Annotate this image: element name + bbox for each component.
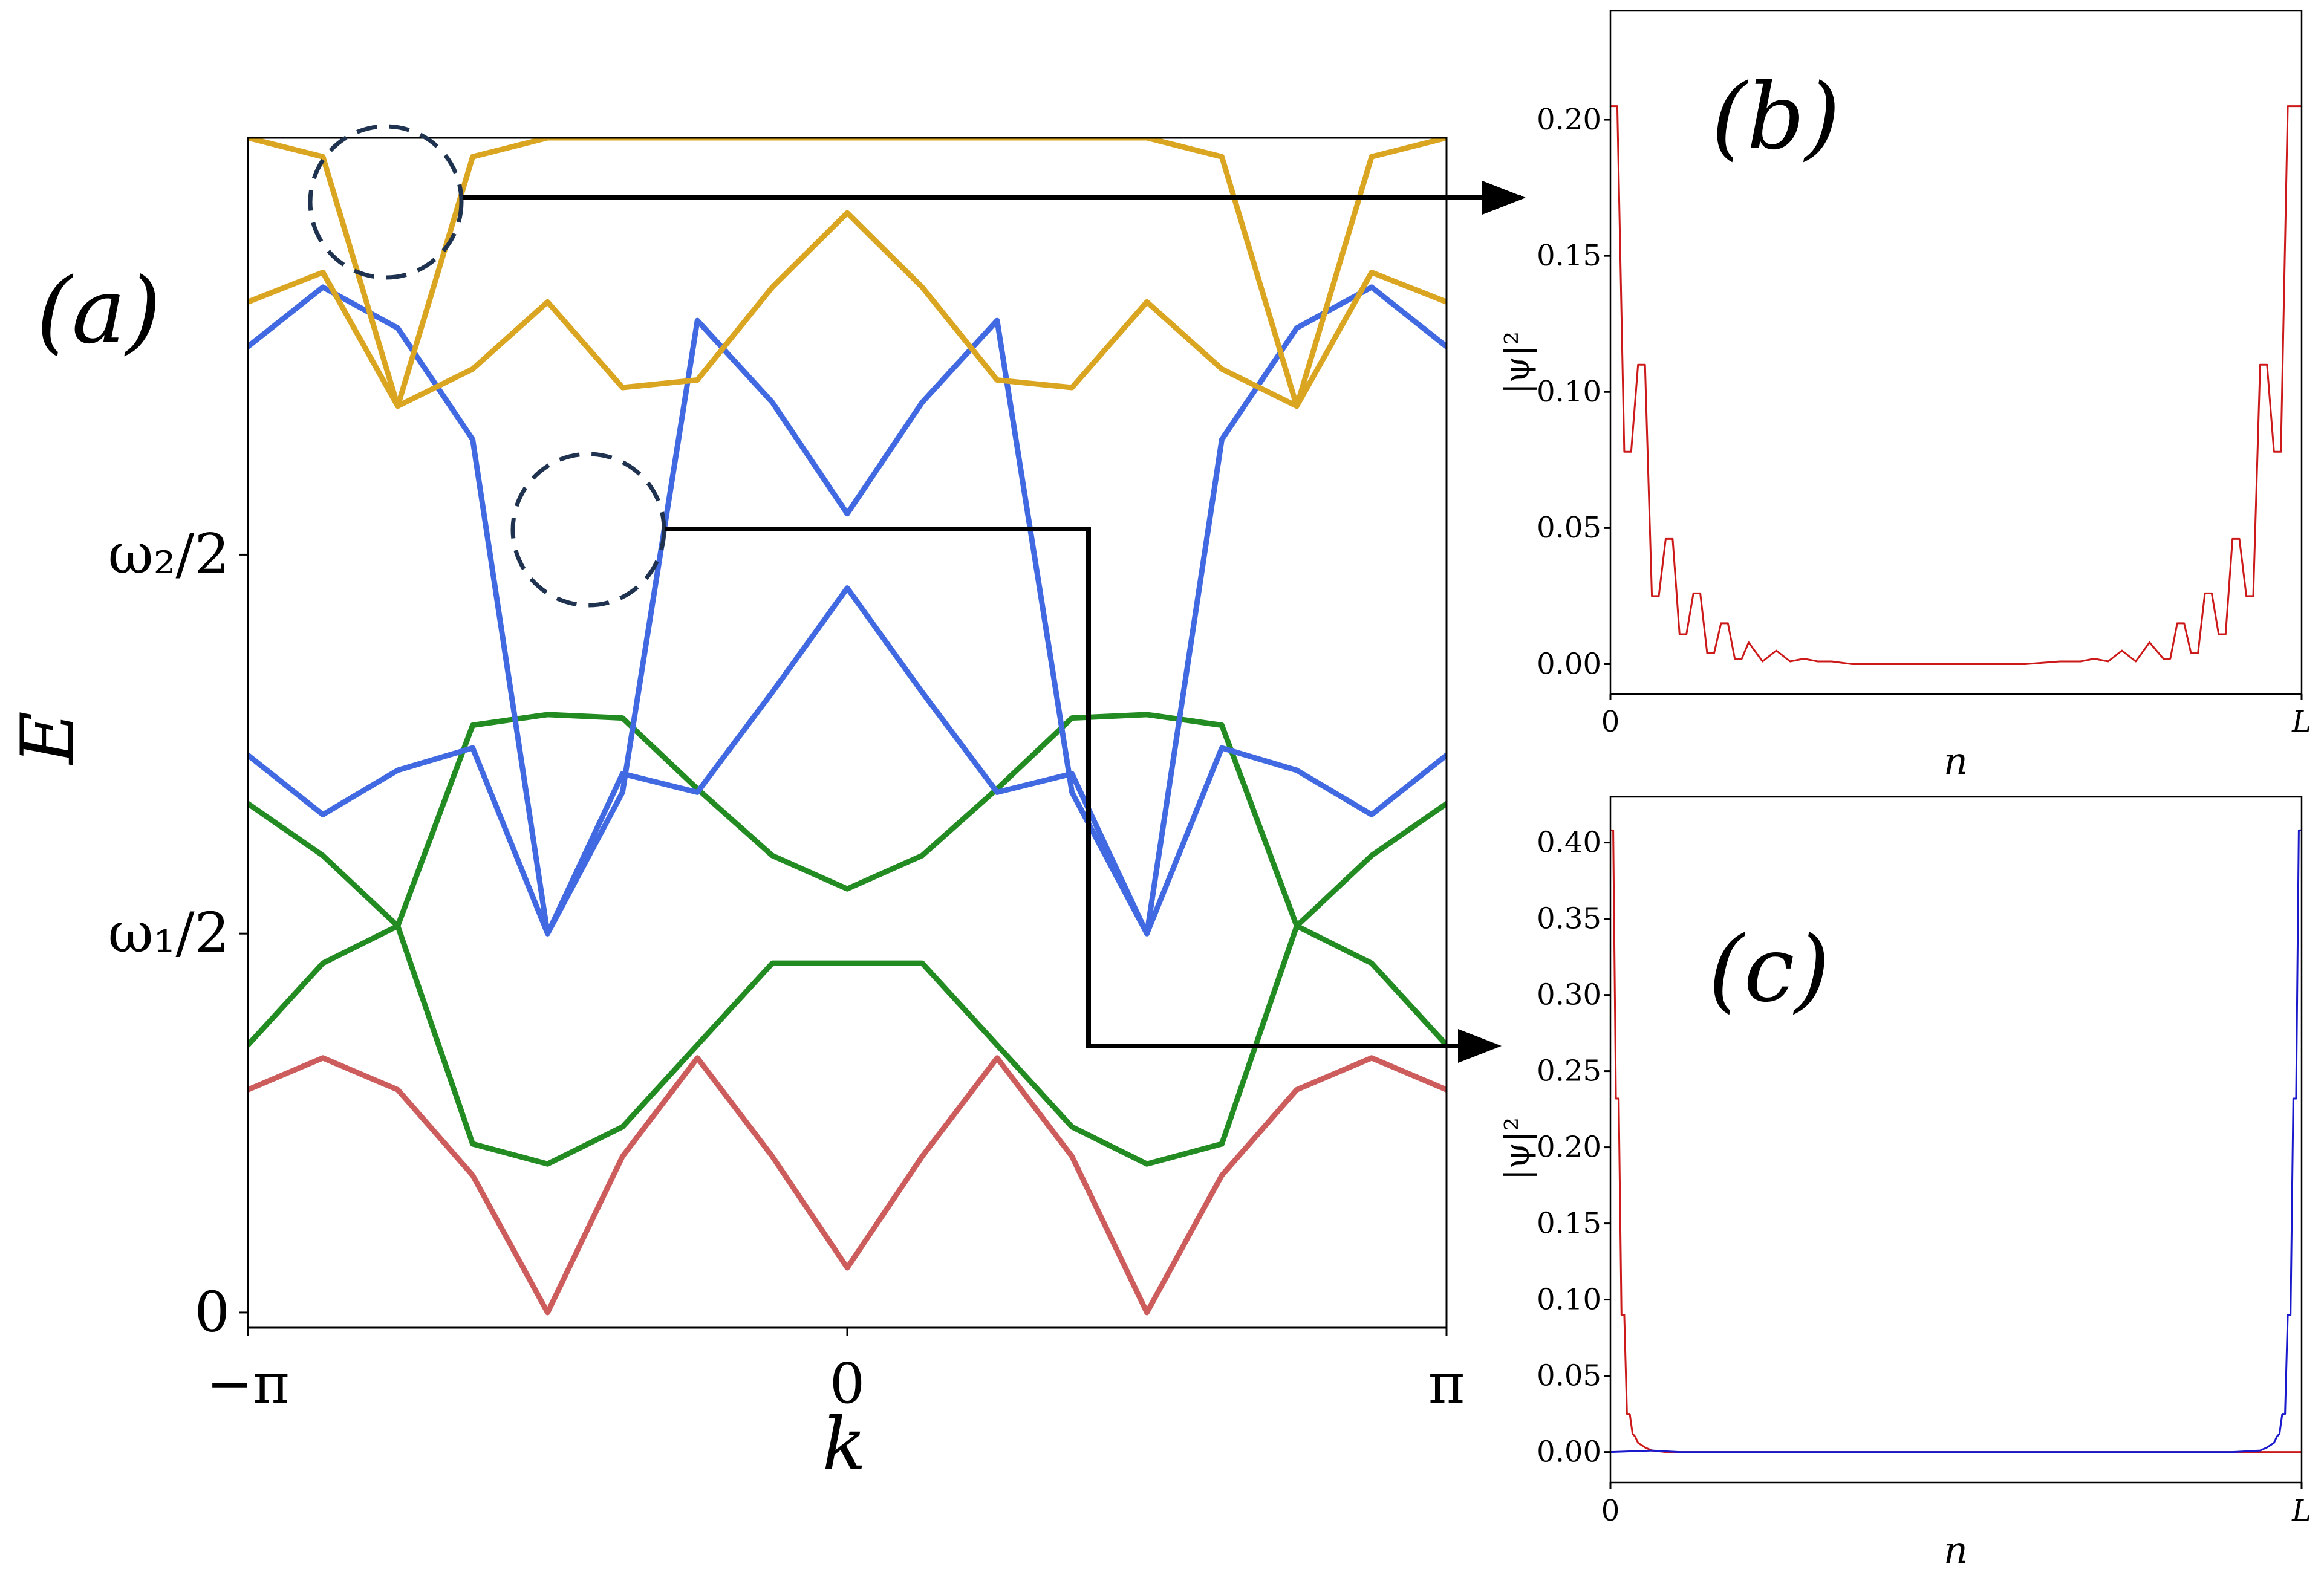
series-line-a-1 <box>248 923 1447 1167</box>
ytick-label-b-3: 0.15 <box>1537 239 1601 273</box>
panel-a-ylabel: E <box>6 711 90 765</box>
ytick-label-a-1: ω₁/2 <box>108 901 230 966</box>
ytick-label-c-0: 0.00 <box>1537 1435 1601 1469</box>
ytick-label-c-4: 0.20 <box>1537 1130 1601 1164</box>
ytick-label-c-3: 0.15 <box>1537 1206 1601 1240</box>
arrow-to-panel-c <box>665 527 1502 1063</box>
panel-a-xlabel: k <box>822 1403 867 1487</box>
ytick-label-b-2: 0.10 <box>1537 375 1601 409</box>
series-line-a-2 <box>248 712 1447 929</box>
ytick-label-c-5: 0.25 <box>1537 1054 1601 1088</box>
crossing-highlight-upper <box>308 124 464 280</box>
series-line-a-4 <box>248 284 1447 937</box>
ytick-label-b-0: 0.00 <box>1537 647 1601 681</box>
series-line-a-6 <box>248 138 1447 409</box>
xtick-label-a-2: π <box>1428 1351 1465 1416</box>
panel-b-xlabel: n <box>1944 739 1968 783</box>
panel-a-ticks: 0 ω₁/2 ω₂/2 −π 0 π <box>108 522 1465 1416</box>
crossing-highlight-lower <box>510 452 666 608</box>
panel-c-frame <box>1609 796 2303 1484</box>
ytick-label-b-1: 0.05 <box>1537 511 1601 545</box>
xtick-label-b-1: L <box>2291 705 2311 739</box>
ytick-label-c-1: 0.05 <box>1537 1359 1601 1392</box>
panel-a-frame <box>247 137 1448 1329</box>
series-line-a-5 <box>248 210 1447 409</box>
xtick-label-b-0: 0 <box>1601 705 1620 739</box>
series-line-c-1 <box>1610 829 2302 1453</box>
wavefunction-panel-c: 0.00 0.05 0.10 0.15 0.20 0.25 0.30 0.35 0.40 0 L (… <box>1498 796 2311 1572</box>
panel-a-label: (a) <box>36 259 161 364</box>
ytick-label-b-4: 0.20 <box>1537 103 1601 137</box>
ytick-label-a-0: 0 <box>194 1279 230 1344</box>
series-line-b-0 <box>1610 105 2302 665</box>
ytick-label-c-2: 0.10 <box>1537 1282 1601 1316</box>
series-line-a-3 <box>248 585 1447 937</box>
panel-c-ylabel: |ψ|² <box>1498 1117 1537 1180</box>
panel-b-ylabel: |ψ|² <box>1498 331 1537 394</box>
xtick-label-c-0: 0 <box>1601 1494 1620 1528</box>
ytick-label-a-2: ω₂/2 <box>108 522 230 586</box>
panel-b-curve <box>1610 105 2302 665</box>
ytick-label-c-8: 0.40 <box>1537 825 1601 859</box>
xtick-label-a-1: 0 <box>830 1351 865 1416</box>
xtick-label-a-0: −π <box>206 1351 290 1416</box>
panel-b-label: (b) <box>1711 65 1840 170</box>
panel-c-xlabel: n <box>1944 1528 1968 1572</box>
panel-c-curves <box>1610 829 2302 1453</box>
panel-c-ticks: 0.00 0.05 0.10 0.15 0.20 0.25 0.30 0.35 0.40 0 L <box>1537 825 2311 1528</box>
ytick-label-c-6: 0.30 <box>1537 978 1601 1011</box>
band-structure-panel: 0 ω₁/2 ω₂/2 −π 0 π (a) k E <box>6 124 1526 1487</box>
wavefunction-panel-b: 0.00 0.05 0.10 0.15 0.20 0 L (b) n |ψ|² <box>1498 10 2311 783</box>
series-line-a-0 <box>248 1055 1447 1316</box>
panel-b-ticks: 0.00 0.05 0.10 0.15 0.20 0 L <box>1537 103 2311 739</box>
xtick-label-c-1: L <box>2291 1494 2311 1528</box>
panel-c-label: (c) <box>1708 917 1830 1022</box>
ytick-label-c-7: 0.35 <box>1537 901 1601 935</box>
band-curves <box>248 138 1447 1316</box>
panel-b-frame <box>1609 10 2303 695</box>
